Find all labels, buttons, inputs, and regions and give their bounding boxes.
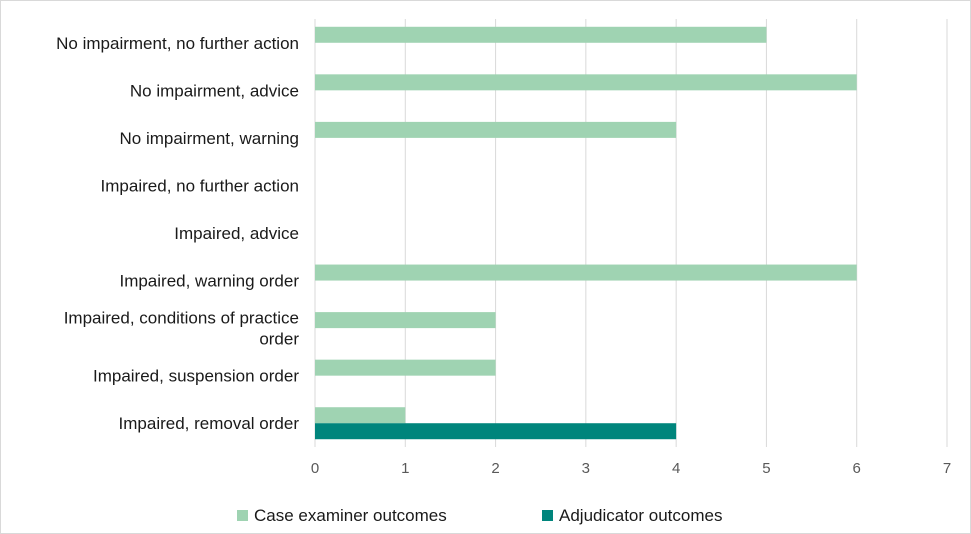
category-label-0: No impairment, no further action <box>56 34 299 53</box>
legend-label-adjudicator: Adjudicator outcomes <box>559 506 722 525</box>
category-label-1: No impairment, advice <box>130 81 299 100</box>
bar-case-examiner-8 <box>315 407 406 424</box>
category-label-5: Impaired, warning order <box>119 272 299 291</box>
x-tick-label-3: 3 <box>582 460 590 477</box>
bar-case-examiner-2 <box>315 121 677 138</box>
bar-adjudicator-8 <box>315 423 677 440</box>
x-tick-label-1: 1 <box>401 460 409 477</box>
x-tick-label-5: 5 <box>762 460 770 477</box>
category-label-3: Impaired, no further action <box>101 176 299 195</box>
x-tick-label-4: 4 <box>672 460 680 477</box>
legend-swatch-case-examiner <box>237 510 248 521</box>
bar-case-examiner-1 <box>315 74 857 91</box>
category-label-6-line-0: Impaired, conditions of practice <box>64 309 299 328</box>
bar-case-examiner-6 <box>315 312 496 329</box>
category-label-4: Impaired, advice <box>174 224 299 243</box>
legend-swatch-adjudicator <box>542 510 553 521</box>
category-label-7: Impaired, suspension order <box>93 367 299 386</box>
x-tick-labels: 0 1 2 3 4 5 6 7 <box>311 460 951 477</box>
x-tick-label-2: 2 <box>491 460 499 477</box>
legend-label-case-examiner: Case examiner outcomes <box>254 506 447 525</box>
x-tick-label-7: 7 <box>943 460 951 477</box>
x-tick-label-0: 0 <box>311 460 319 477</box>
bar-case-examiner-5 <box>315 264 857 281</box>
bar-case-examiner-7 <box>315 359 496 376</box>
x-tick-label-6: 6 <box>853 460 861 477</box>
category-labels: No impairment, no further action No impai… <box>56 34 299 433</box>
category-label-8: Impaired, removal order <box>119 414 300 433</box>
bar-case-examiner-0 <box>315 26 767 43</box>
category-label-6-line-1: order <box>259 330 299 349</box>
bars <box>315 26 857 440</box>
legend: Case examiner outcomes Adjudicator outcom… <box>237 506 722 525</box>
category-label-2: No impairment, warning <box>119 129 299 148</box>
